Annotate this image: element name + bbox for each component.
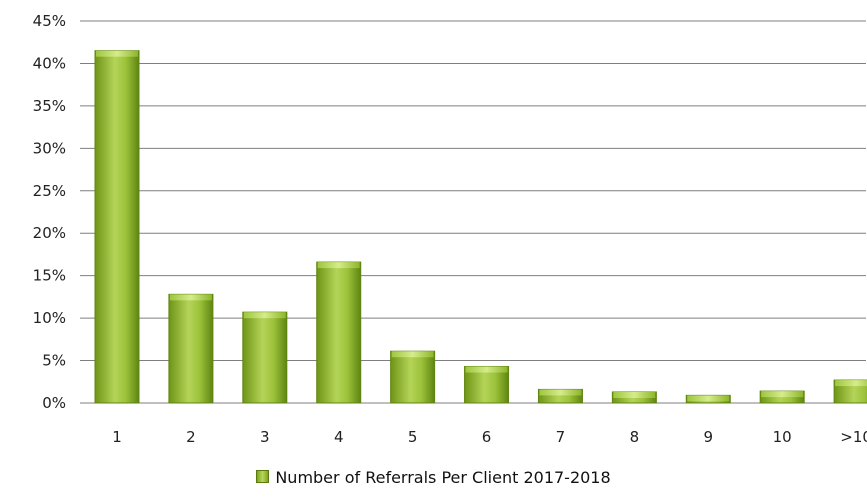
- bar: [316, 261, 362, 404]
- bar: [759, 390, 805, 404]
- bar: [685, 394, 731, 404]
- bar-cap: [761, 391, 804, 398]
- bar-body: [316, 261, 362, 404]
- y-tick-label: 0%: [42, 394, 66, 412]
- x-axis-tick-labels: 1 2 3 4 5 6 7 8 9 10 >10: [112, 428, 867, 446]
- y-tick-label: 25%: [33, 182, 66, 200]
- y-tick-label: 30%: [33, 139, 66, 157]
- x-tick-label: 7: [556, 428, 566, 446]
- x-tick-label: 5: [408, 428, 418, 446]
- y-tick-label: 40%: [33, 54, 66, 72]
- bar-cap: [391, 351, 434, 358]
- bar: [537, 388, 583, 404]
- y-tick-label: 35%: [33, 97, 66, 115]
- y-axis-tick-labels: 0% 5% 10% 15% 20% 25% 30% 35% 40% 45%: [33, 12, 66, 412]
- bar-cap: [96, 50, 138, 57]
- bar-body: [94, 50, 140, 404]
- bar: [464, 365, 510, 404]
- bar-cap: [687, 395, 730, 402]
- bar-cap: [243, 312, 286, 319]
- x-tick-label: 6: [482, 428, 492, 446]
- bar-cap: [539, 389, 582, 396]
- bar-chart: 0% 5% 10% 15% 20% 25% 30% 35% 40% 45% 1 2 3 4 5 6 7 8 9 10…: [33, 12, 867, 446]
- x-tick-label: 1: [112, 428, 122, 446]
- bar-cap: [169, 294, 212, 301]
- bar-cap: [317, 262, 360, 269]
- x-tick-label: 2: [186, 428, 196, 446]
- bar-body: [390, 350, 436, 404]
- bar-cap: [613, 391, 656, 398]
- x-tick-label: 8: [630, 428, 640, 446]
- x-tick-label: 9: [703, 428, 713, 446]
- legend-swatch: [256, 470, 270, 483]
- bar: [611, 391, 657, 404]
- x-tick-label: 3: [260, 428, 270, 446]
- bar-cap: [835, 380, 867, 387]
- legend: Number of Referrals Per Client 2017-2018: [0, 468, 867, 487]
- y-tick-label: 5%: [42, 352, 66, 370]
- x-tick-label: 4: [334, 428, 344, 446]
- bar: [168, 293, 214, 404]
- bar-cap: [465, 366, 508, 373]
- y-tick-label: 20%: [33, 224, 66, 242]
- x-tick-label: >10: [840, 428, 867, 446]
- y-tick-label: 10%: [33, 309, 66, 327]
- bar: [94, 50, 140, 404]
- legend-label: Number of Referrals Per Client 2017-2018: [275, 468, 611, 487]
- y-tick-label: 15%: [33, 267, 66, 285]
- x-tick-label: 10: [773, 428, 792, 446]
- bar-series: [94, 50, 867, 404]
- bar-body: [168, 293, 214, 404]
- y-tick-label: 45%: [33, 12, 66, 30]
- bar: [242, 311, 288, 404]
- bar-body: [242, 311, 288, 404]
- bar: [833, 379, 867, 404]
- bar: [390, 350, 436, 404]
